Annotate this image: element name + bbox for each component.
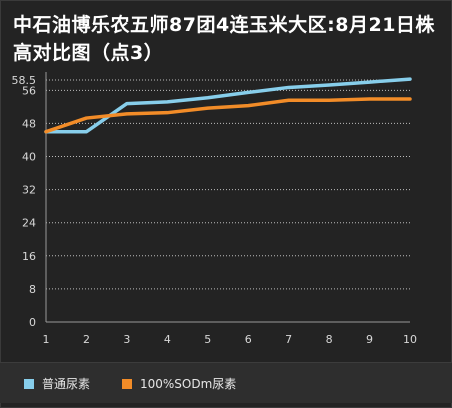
y-tick-label: 0 [29, 316, 36, 329]
y-tick-label: 8 [29, 283, 36, 296]
y-tick-label: 58.5 [12, 74, 37, 87]
y-tick-label: 32 [22, 184, 36, 197]
legend-label-series-1: 普通尿素 [42, 377, 91, 391]
x-tick-label: 4 [164, 333, 171, 346]
legend-swatch-series-1 [24, 378, 34, 389]
series-line-2 [44, 97, 412, 134]
x-tick-label: 9 [366, 333, 373, 346]
x-tick-label: 3 [123, 333, 130, 346]
legend-swatch-series-2 [122, 378, 132, 389]
x-tick-label: 2 [83, 333, 90, 346]
y-tick-label: 56 [22, 84, 36, 97]
chart-title: 中石油博乐农五师87团4连玉米大区:8月21日株高对比图（点3） [13, 14, 435, 64]
x-tick-label: 10 [403, 333, 417, 346]
grid-lines [46, 79, 410, 290]
y-tick-label: 16 [22, 250, 36, 263]
y-tick-label: 24 [22, 217, 36, 230]
axes [45, 72, 410, 323]
x-tick-labels: 1 2 3 4 5 6 7 8 9 10 [43, 333, 418, 346]
x-tick-label: 5 [204, 333, 211, 346]
y-tick-label: 48 [22, 117, 36, 130]
x-tick-label: 6 [245, 333, 252, 346]
legend-item-series-1[interactable]: 普通尿素 [24, 375, 90, 392]
legend: 普通尿素 100%SODm尿素 [0, 362, 452, 403]
y-tick-label: 40 [22, 151, 36, 164]
x-tick-label: 8 [326, 333, 333, 346]
x-tick-label: 7 [285, 333, 292, 346]
x-tick-label: 1 [43, 333, 50, 346]
legend-label-series-2: 100%SODm尿素 [140, 377, 237, 391]
series-lines [44, 77, 412, 134]
legend-item-series-2[interactable]: 100%SODm尿素 [122, 375, 236, 392]
